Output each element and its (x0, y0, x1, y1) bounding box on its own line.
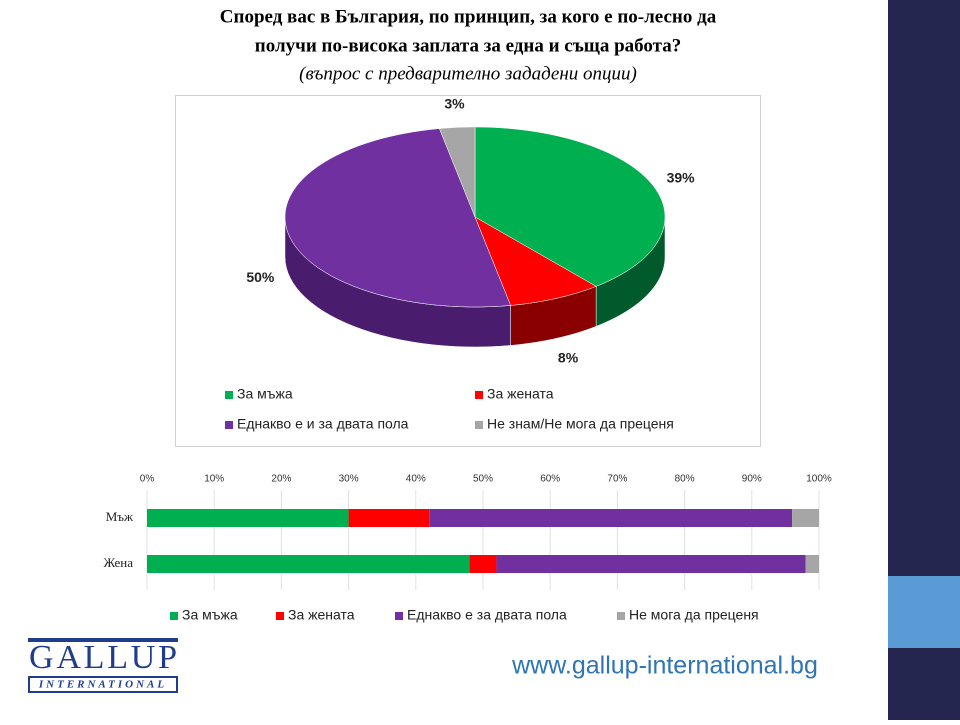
x-tick-label: 0% (140, 474, 155, 485)
logo-bar (28, 638, 178, 642)
logo-sub: INTERNATIONAL (38, 679, 167, 691)
bar-segment (348, 509, 430, 527)
y-tick-label: Мъж (106, 509, 134, 524)
x-tick-label: 70% (607, 474, 627, 485)
legend-swatch (475, 421, 483, 429)
bar-segment (147, 555, 470, 573)
x-tick-label: 40% (406, 474, 426, 485)
x-tick-label: 90% (742, 474, 762, 485)
url: www.gallup-international.bg (511, 652, 818, 680)
slice (474, 126, 666, 287)
x-tick-label: 100% (806, 474, 832, 485)
legend-swatch (276, 612, 284, 620)
legend-swatch (225, 391, 233, 399)
logo-text: GALLUP (29, 639, 177, 676)
x-tick-label: 20% (271, 474, 291, 485)
legend-label: Еднакво е и за двата пола (237, 416, 409, 432)
title-line: Според вас в България, по принцип, за ко… (220, 6, 717, 27)
subtitle: (въпрос с предварително зададени опции) (299, 63, 637, 84)
legend-swatch (395, 612, 403, 620)
legend-label: Не мога да преценя (629, 607, 759, 623)
bar-segment (805, 555, 819, 573)
slice (284, 128, 511, 308)
x-tick-label: 80% (675, 474, 695, 485)
legend-swatch (617, 612, 625, 620)
bar-segment (429, 509, 793, 527)
slice (474, 216, 597, 306)
y-tick-label: Жена (104, 555, 134, 570)
x-tick-label: 10% (204, 474, 224, 485)
x-tick-label: 30% (339, 474, 359, 485)
title-line: получи по-висока заплата за една и съща … (255, 35, 681, 56)
x-tick-label: 50% (473, 474, 493, 485)
data-label: 3% (444, 96, 465, 112)
data-label: 8% (558, 349, 579, 365)
data-label: 50% (246, 269, 275, 285)
bar-segment (496, 555, 806, 573)
bar-segment (147, 509, 349, 527)
legend-label: Еднакво е за двата пола (407, 607, 567, 623)
logo: GALLUP INTERNATIONAL (28, 638, 178, 693)
bar-segment (792, 509, 819, 527)
data-label: 39% (667, 170, 696, 186)
legend-label: За жената (288, 607, 355, 623)
slice (439, 126, 476, 218)
side-accent (888, 576, 960, 648)
x-tick-label: 60% (540, 474, 560, 485)
legend-swatch (170, 612, 178, 620)
bar-segment (469, 555, 497, 573)
legend-label: Не знам/Не мога да преценя (487, 416, 674, 432)
legend-label: За мъжа (237, 386, 293, 402)
legend-label: За мъжа (182, 607, 238, 623)
logo-box (28, 676, 178, 693)
legend-label: За жената (487, 386, 554, 402)
legend-swatch (225, 421, 233, 429)
legend-swatch (475, 391, 483, 399)
